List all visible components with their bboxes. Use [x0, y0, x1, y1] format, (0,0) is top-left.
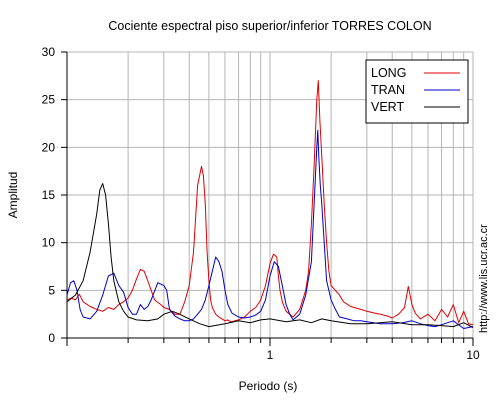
y-tick-label-5: 25	[42, 93, 56, 107]
chart-title: Cociente espectral piso superior/inferio…	[108, 19, 431, 33]
y-tick-label-6: 30	[42, 45, 56, 59]
x-axis-label: Periodo (s)	[239, 379, 298, 393]
y-tick-label-0: 0	[48, 331, 55, 345]
series-line-tran	[66, 129, 474, 329]
legend-label-tran: TRAN	[371, 83, 405, 97]
series-line-long	[66, 80, 474, 326]
y-axis-label: Amplitud	[6, 172, 20, 219]
y-tick-label-2: 10	[42, 236, 56, 250]
series-line-vert	[66, 183, 474, 328]
x-tick-label-1: 10	[466, 348, 480, 362]
grid-lines	[66, 51, 474, 339]
legend-label-vert: VERT	[371, 100, 404, 114]
side-note-url: http://www.lis.ucr.ac.cr	[478, 224, 490, 333]
y-tick-label-1: 5	[48, 283, 55, 297]
series-lines	[66, 80, 474, 329]
x-tick-label-0: 1	[267, 348, 274, 362]
legend-box	[365, 59, 469, 124]
legend: LONG TRAN VERT	[365, 59, 469, 124]
y-tick-label-4: 20	[42, 140, 56, 154]
x-axis-ticks: 1 10	[66, 338, 480, 362]
y-axis-ticks: 0 5 10 15 20 25 30	[42, 45, 67, 345]
legend-label-long: LONG	[371, 66, 406, 80]
y-tick-label-3: 15	[42, 188, 56, 202]
